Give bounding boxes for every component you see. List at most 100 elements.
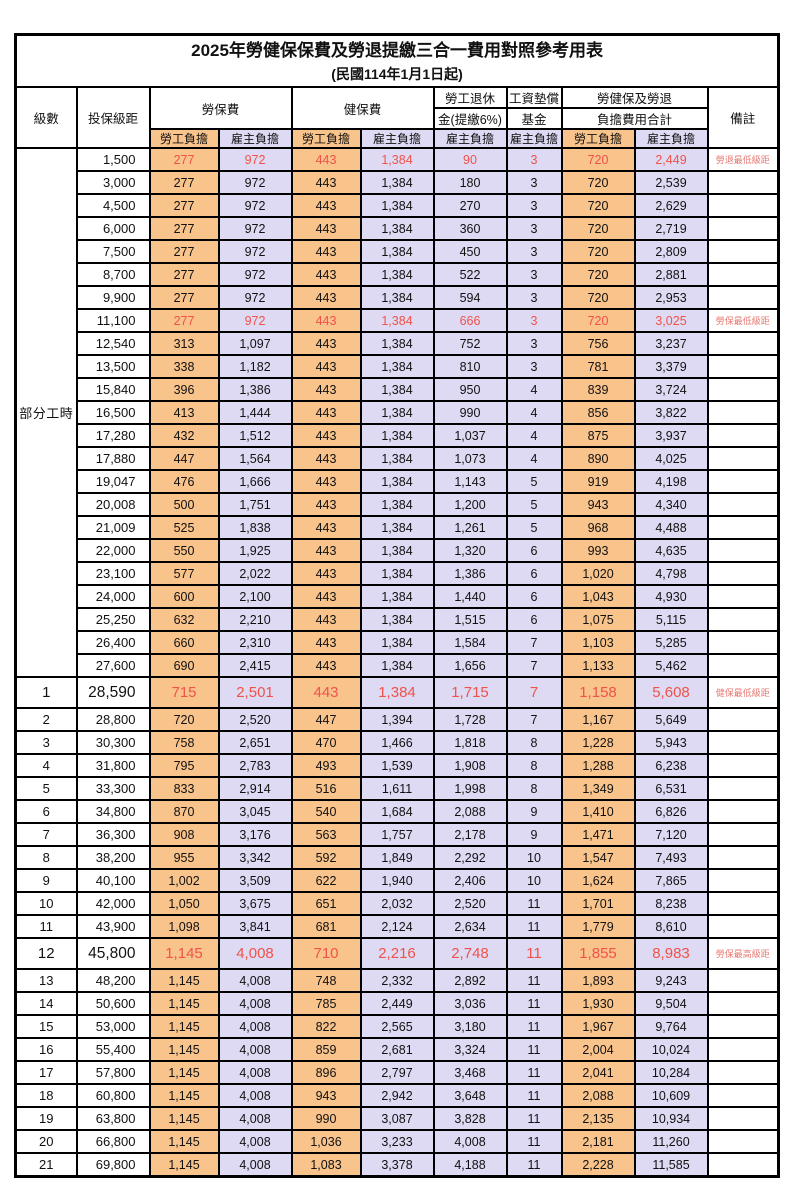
note-cell (706, 492, 780, 517)
health-employer-cell: 1,384 (359, 377, 435, 402)
wage-fund-employer-cell: 3 (505, 262, 563, 287)
health-employee-cell: 1,083 (290, 1152, 362, 1178)
note-cell (706, 262, 780, 287)
pension-employer-cell: 90 (432, 147, 508, 172)
wage-fund-employer-cell: 3 (505, 308, 563, 333)
note-cell (706, 285, 780, 310)
pension-employer-cell: 1,320 (432, 538, 508, 563)
labor-employee-cell: 600 (148, 584, 220, 609)
note-cell (706, 653, 780, 678)
note-cell (706, 753, 780, 778)
labor-employee-cell: 1,002 (148, 868, 220, 893)
table-row: 20,008 500 1,751 443 1,384 1,200 5 943 4,340 (16, 492, 780, 517)
health-employer-cell: 1,384 (359, 676, 435, 709)
health-employer-cell: 1,757 (359, 822, 435, 847)
table-row: 4 31,800 795 2,783 493 1,539 1,908 8 1,288 6,238 (14, 753, 780, 778)
total-employee-cell: 1,043 (560, 584, 636, 609)
bracket-cell: 11,100 (75, 308, 151, 333)
health-employer-cell: 2,216 (359, 937, 435, 970)
table-row: 17 57,800 1,145 4,008 896 2,797 3,468 11 2,041 10… (14, 1060, 780, 1085)
note-cell (706, 1152, 780, 1178)
note-cell (706, 822, 780, 847)
health-employer-cell: 3,378 (359, 1152, 435, 1178)
wage-fund-employer-cell: 7 (505, 707, 563, 732)
total-employer-cell: 5,115 (633, 607, 709, 632)
health-employer-cell: 1,384 (359, 630, 435, 655)
health-employer-cell: 1,384 (359, 653, 435, 678)
health-employer-cell: 1,611 (359, 776, 435, 801)
note-cell (706, 400, 780, 425)
labor-employee-cell: 690 (148, 653, 220, 678)
labor-employee-cell: 500 (148, 492, 220, 517)
health-employee-cell: 443 (290, 262, 362, 287)
health-employer-cell: 1,384 (359, 170, 435, 195)
note-cell (706, 730, 780, 755)
health-employer-cell: 1,384 (359, 147, 435, 172)
total-employee-cell: 856 (560, 400, 636, 425)
labor-employee-cell: 447 (148, 446, 220, 471)
pension-employer-cell: 2,520 (432, 891, 508, 916)
labor-employer-cell: 2,520 (217, 707, 293, 732)
bracket-cell: 42,000 (75, 891, 151, 916)
pension-employer-cell: 1,728 (432, 707, 508, 732)
labor-employer-cell: 4,008 (217, 1106, 293, 1131)
header-row-3: 勞工負擔 雇主負擔 勞工負擔 雇主負擔 雇主負擔 雇主負擔 勞工負擔 雇主負擔 (16, 128, 779, 149)
table-row: 11 43,900 1,098 3,841 681 2,124 2,634 11 1,779 8,… (14, 914, 780, 939)
wage-fund-employer-cell: 3 (505, 354, 563, 379)
health-employer-cell: 1,384 (359, 262, 435, 287)
labor-employee-cell: 277 (148, 239, 220, 264)
bracket-cell: 40,100 (75, 868, 151, 893)
table-row: 15,840 396 1,386 443 1,384 950 4 839 3,724 (16, 377, 780, 402)
total-employee-cell: 720 (560, 285, 636, 310)
level-cell: 20 (14, 1129, 78, 1154)
labor-employer-cell: 4,008 (217, 1152, 293, 1178)
bracket-cell: 24,000 (75, 584, 151, 609)
table-row: 25,250 632 2,210 443 1,384 1,515 6 1,075 5,115 (16, 607, 780, 632)
labor-employer-cell: 2,651 (217, 730, 293, 755)
health-employee-cell: 443 (290, 423, 362, 448)
total-employer-cell: 2,449 (633, 147, 709, 172)
health-employee-cell: 859 (290, 1037, 362, 1062)
table-row: 26,400 660 2,310 443 1,384 1,584 7 1,103 5,285 (16, 630, 780, 655)
note-cell (706, 607, 780, 632)
pension-employer-cell: 2,292 (432, 845, 508, 870)
header-pension-employer-share: 雇主負擔 (432, 128, 508, 149)
labor-employee-cell: 413 (148, 400, 220, 425)
level-cell: 2 (14, 707, 78, 732)
labor-employee-cell: 396 (148, 377, 220, 402)
health-employer-cell: 1,466 (359, 730, 435, 755)
total-employer-cell: 10,024 (633, 1037, 709, 1062)
pension-employer-cell: 1,515 (432, 607, 508, 632)
table-row: 9,900 277 972 443 1,384 594 3 720 2,953 (16, 285, 780, 310)
wage-fund-employer-cell: 3 (505, 170, 563, 195)
health-employee-cell: 785 (290, 991, 362, 1016)
wage-fund-employer-cell: 5 (505, 492, 563, 517)
table-row: 10 42,000 1,050 3,675 651 2,032 2,520 11 1,701 8,… (14, 891, 780, 916)
health-employer-cell: 2,942 (359, 1083, 435, 1108)
total-employee-cell: 1,158 (560, 676, 636, 709)
table-row: 23,100 577 2,022 443 1,384 1,386 6 1,020 4,798 (16, 561, 780, 586)
labor-employee-cell: 1,145 (148, 968, 220, 993)
pension-employer-cell: 1,440 (432, 584, 508, 609)
labor-employee-cell: 720 (148, 707, 220, 732)
health-employee-cell: 540 (290, 799, 362, 824)
header-level: 級數 (14, 86, 78, 149)
total-employer-cell: 4,488 (633, 515, 709, 540)
note-cell (706, 799, 780, 824)
note-cell: 勞保最低級距 (706, 308, 780, 333)
total-employer-cell: 5,285 (633, 630, 709, 655)
table-row: 11,100 277 972 443 1,384 666 3 720 3,025 勞保最低級距 (16, 308, 780, 333)
health-employer-cell: 1,384 (359, 446, 435, 471)
labor-employer-cell: 1,564 (217, 446, 293, 471)
header-bracket: 投保級距 (75, 86, 151, 149)
labor-employee-cell: 277 (148, 308, 220, 333)
level-cell: 17 (14, 1060, 78, 1085)
bracket-cell: 33,300 (75, 776, 151, 801)
wage-fund-employer-cell: 6 (505, 538, 563, 563)
labor-employee-cell: 1,145 (148, 1106, 220, 1131)
health-employee-cell: 943 (290, 1083, 362, 1108)
header-health-employee-share: 勞工負擔 (290, 128, 362, 149)
wage-fund-employer-cell: 6 (505, 607, 563, 632)
labor-employer-cell: 2,914 (217, 776, 293, 801)
table-row: 14 50,600 1,145 4,008 785 2,449 3,036 11 1,930 9,… (14, 991, 780, 1016)
